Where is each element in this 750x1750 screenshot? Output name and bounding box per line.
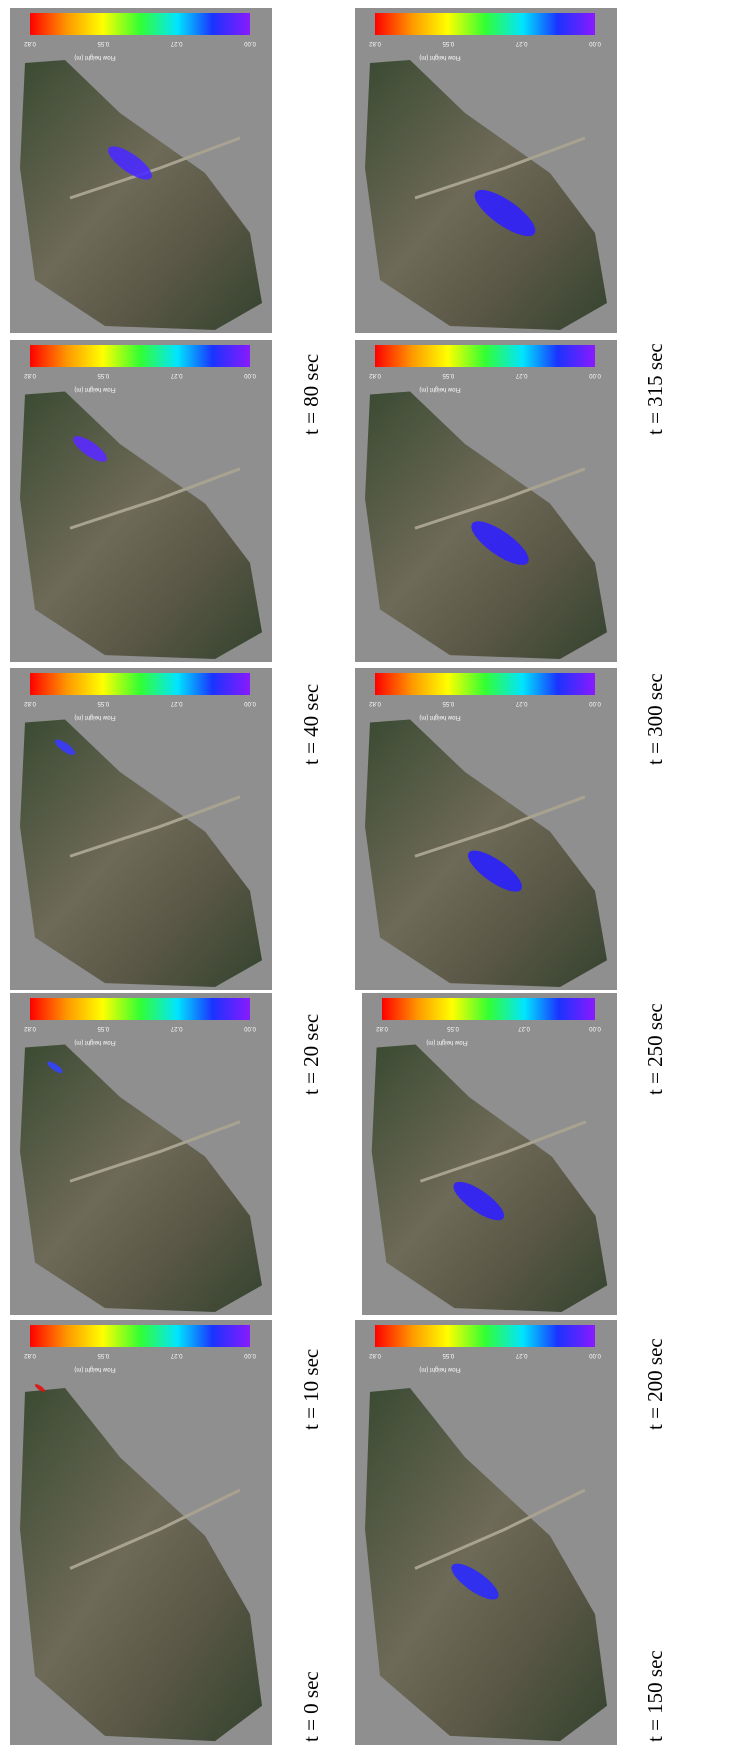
colorbar-tick-label: 0.55: [447, 1025, 459, 1031]
figure: 0.82 0.55 0.27 0.00 Flow height (m) t = 0 sec…: [0, 0, 750, 1750]
colorbar: [30, 13, 250, 35]
colorbar-tick-label: 0.82: [24, 372, 36, 378]
colorbar: [375, 13, 595, 35]
colorbar-tick-label: 0.27: [515, 372, 527, 378]
colorbar-label: Flow height (m): [74, 386, 115, 392]
colorbar: [30, 345, 250, 367]
colorbar-tick-label: 0.00: [589, 40, 601, 46]
colorbar-tick-label: 0.55: [97, 1352, 109, 1358]
colorbar-tick-label: 0.27: [170, 40, 182, 46]
colorbar-label: Flow height (m): [74, 54, 115, 60]
panel-caption: t = 150 sec: [643, 1650, 667, 1742]
colorbar-tick-label: 0.82: [369, 40, 381, 46]
colorbar-label: Flow height (m): [419, 54, 460, 60]
panel-caption: t = 0 sec: [299, 1671, 323, 1742]
colorbar-tick-label: 0.00: [244, 1352, 256, 1358]
colorbar-tick-label: 0.55: [97, 372, 109, 378]
colorbar-tick-label: 0.00: [244, 40, 256, 46]
colorbar-label: Flow height (m): [419, 714, 460, 720]
colorbar-tick-label: 0.27: [170, 1025, 182, 1031]
colorbar-label: Flow height (m): [419, 1366, 460, 1372]
panel-caption: t = 80 sec: [299, 354, 323, 435]
colorbar-label: Flow height (m): [74, 714, 115, 720]
colorbar: [375, 1325, 595, 1347]
colorbar-tick-label: 0.82: [369, 1352, 381, 1358]
colorbar-tick-label: 0.27: [515, 1352, 527, 1358]
colorbar-tick-label: 0.27: [515, 700, 527, 706]
panel-caption: t = 10 sec: [299, 1349, 323, 1430]
colorbar-tick-label: 0.82: [24, 1352, 36, 1358]
colorbar-tick-label: 0.55: [442, 40, 454, 46]
colorbar-tick-label: 0.27: [515, 40, 527, 46]
panel-caption: t = 20 sec: [299, 1014, 323, 1095]
colorbar: [30, 998, 250, 1020]
panel: 0.82 0.55 0.27 0.00 Flow height (m): [10, 1320, 272, 1745]
colorbar-tick-label: 0.00: [244, 700, 256, 706]
panel-caption: t = 250 sec: [643, 1003, 667, 1095]
colorbar-tick-label: 0.55: [442, 700, 454, 706]
panel: 0.82 0.55 0.27 0.00 Flow height (m): [10, 8, 272, 333]
colorbar-tick-label: 0.00: [589, 700, 601, 706]
colorbar-tick-label: 0.00: [589, 1025, 601, 1031]
colorbar-tick-label: 0.82: [24, 1025, 36, 1031]
colorbar-tick-label: 0.55: [97, 700, 109, 706]
colorbar: [382, 998, 595, 1020]
colorbar-tick-label: 0.00: [589, 372, 601, 378]
colorbar-label: Flow height (m): [74, 1039, 115, 1045]
colorbar: [30, 673, 250, 695]
colorbar: [375, 673, 595, 695]
panel: 0.82 0.55 0.27 0.00 Flow height (m): [10, 993, 272, 1315]
panel-caption: t = 315 sec: [643, 343, 667, 435]
colorbar-tick-label: 0.27: [170, 372, 182, 378]
colorbar-tick-label: 0.00: [244, 1025, 256, 1031]
colorbar-label: Flow height (m): [426, 1039, 467, 1045]
colorbar-tick-label: 0.82: [24, 40, 36, 46]
colorbar: [30, 1325, 250, 1347]
colorbar-tick-label: 0.00: [244, 372, 256, 378]
colorbar-tick-label: 0.82: [369, 372, 381, 378]
colorbar-tick-label: 0.00: [589, 1352, 601, 1358]
colorbar-tick-label: 0.27: [518, 1025, 530, 1031]
colorbar-tick-label: 0.55: [442, 372, 454, 378]
colorbar-label: Flow height (m): [74, 1366, 115, 1372]
panel: 0.82 0.55 0.27 0.00 Flow height (m): [355, 340, 617, 662]
panel: 0.82 0.55 0.27 0.00 Flow height (m): [10, 668, 272, 990]
colorbar-tick-label: 0.82: [376, 1025, 388, 1031]
panel-caption: t = 200 sec: [643, 1338, 667, 1430]
colorbar-tick-label: 0.82: [369, 700, 381, 706]
panel-caption: t = 300 sec: [643, 673, 667, 765]
colorbar-tick-label: 0.27: [170, 1352, 182, 1358]
panel: 0.82 0.55 0.27 0.00 Flow height (m): [355, 8, 617, 333]
panel-caption: t = 40 sec: [299, 684, 323, 765]
panel: 0.82 0.55 0.27 0.00 Flow height (m): [362, 993, 617, 1315]
colorbar-tick-label: 0.27: [170, 700, 182, 706]
panel: 0.82 0.55 0.27 0.00 Flow height (m): [355, 668, 617, 990]
panel: 0.82 0.55 0.27 0.00 Flow height (m): [10, 340, 272, 662]
colorbar-tick-label: 0.55: [97, 1025, 109, 1031]
panel: 0.82 0.55 0.27 0.00 Flow height (m): [355, 1320, 617, 1745]
colorbar: [375, 345, 595, 367]
colorbar-tick-label: 0.55: [442, 1352, 454, 1358]
colorbar-tick-label: 0.82: [24, 700, 36, 706]
colorbar-tick-label: 0.55: [97, 40, 109, 46]
colorbar-label: Flow height (m): [419, 386, 460, 392]
